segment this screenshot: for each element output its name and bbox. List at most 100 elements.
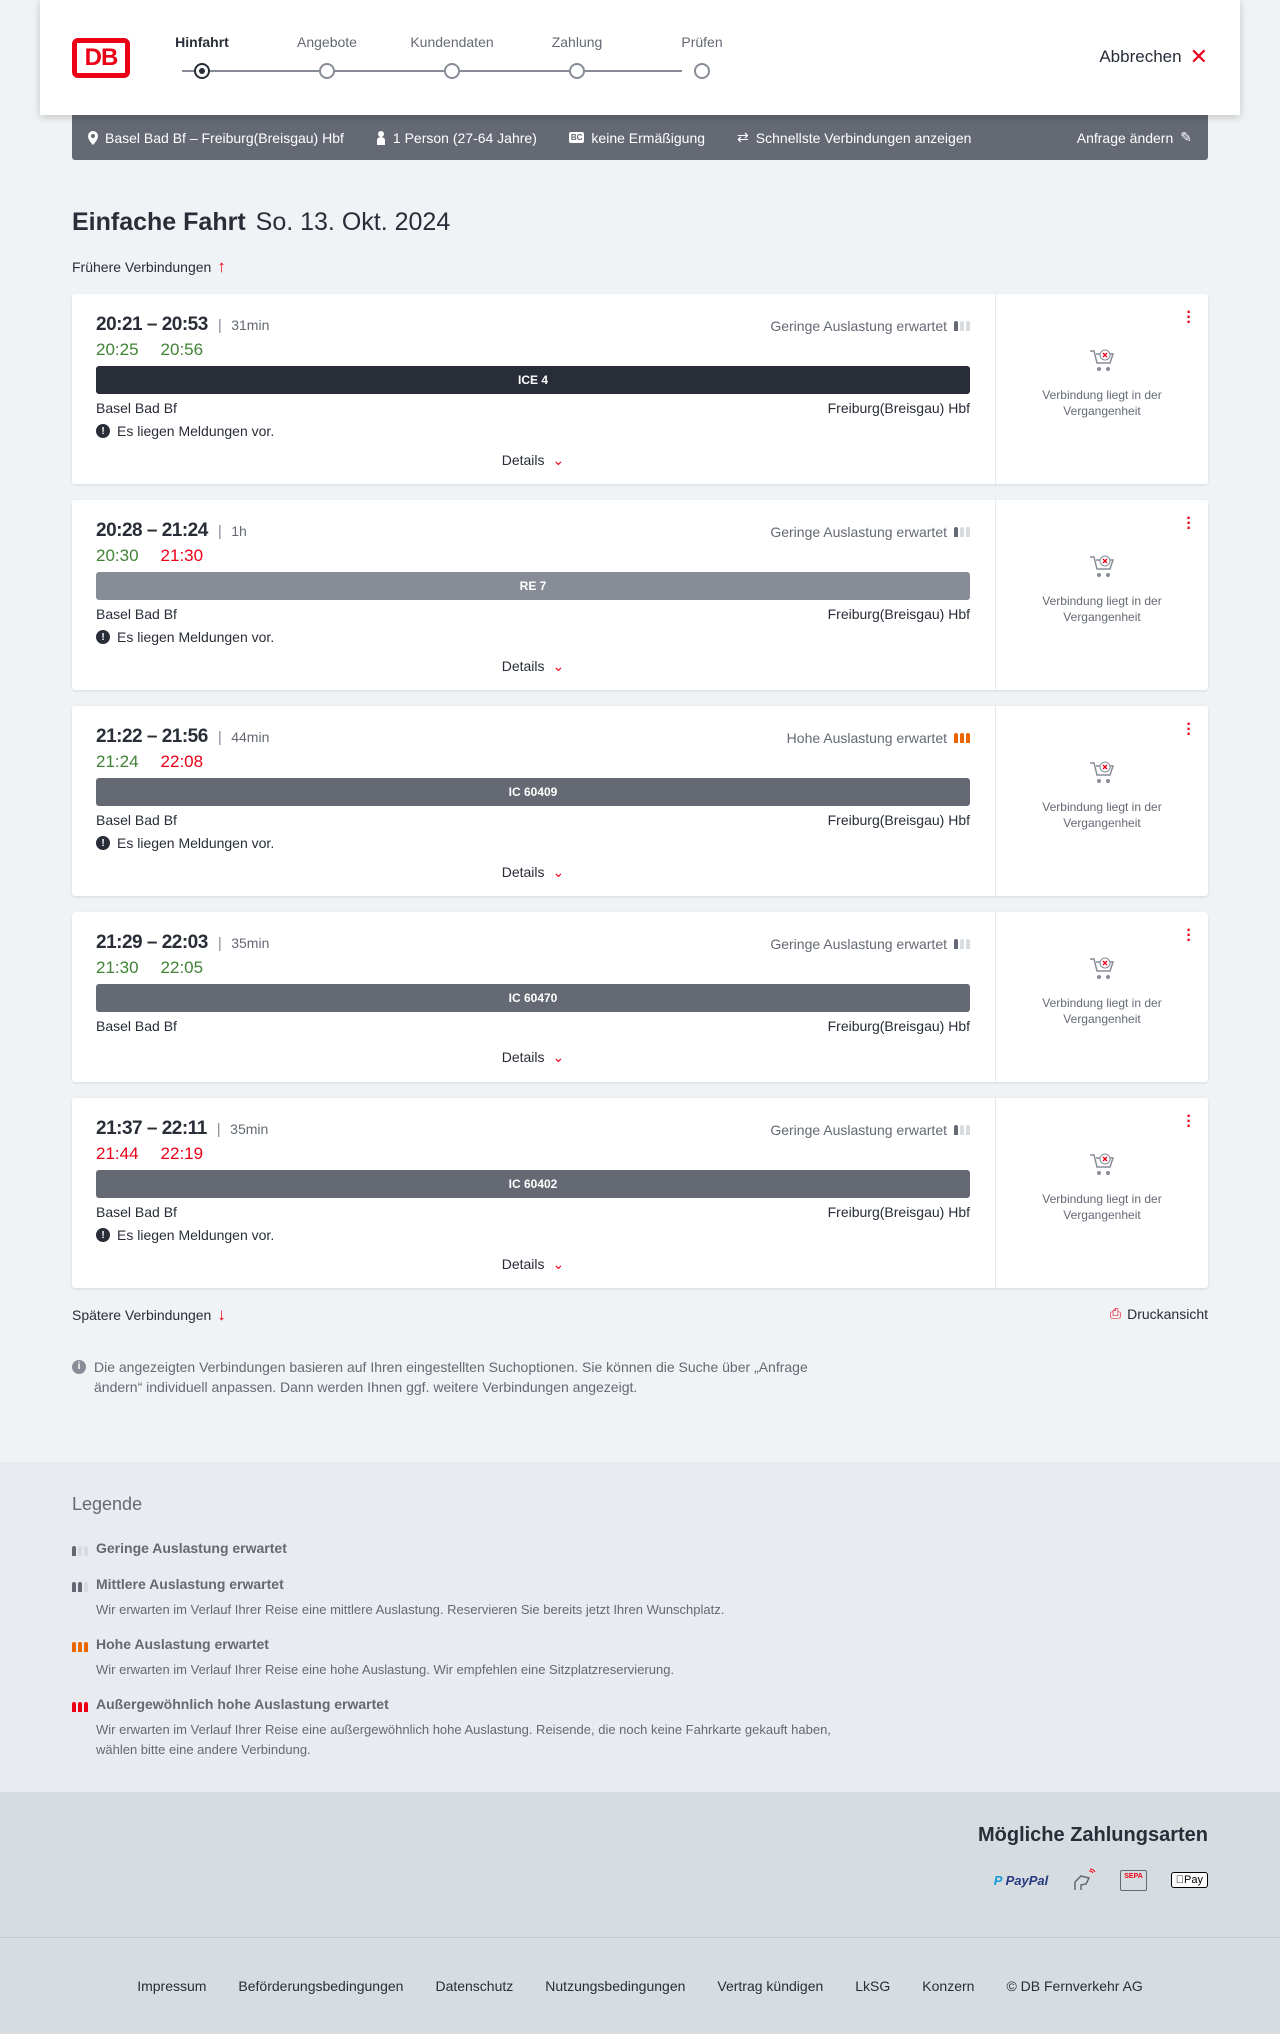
sepa-icon: SEPA — [1120, 1869, 1147, 1891]
step-angebote: Angebote — [297, 34, 357, 50]
occupancy-bar — [84, 1702, 88, 1712]
train-bar[interactable]: IC 60402 — [96, 1170, 970, 1198]
details-toggle[interactable]: Details ⌄ — [96, 658, 970, 675]
later-connections-link[interactable]: Spätere Verbindungen ↓ — [72, 1305, 226, 1325]
occupancy-icon — [954, 1125, 970, 1135]
occupancy-label: Geringe Auslastung erwartet — [770, 936, 947, 952]
occupancy-bar — [84, 1642, 88, 1652]
realtime-times: 21:24 22:08 — [96, 752, 203, 772]
occupancy-bar — [84, 1546, 88, 1556]
occupancy-icon — [72, 1642, 88, 1652]
message-text: Es liegen Meldungen vor. — [117, 629, 275, 645]
stepper-line — [182, 70, 682, 72]
destination-station: Freiburg(Breisgau) Hbf — [827, 400, 970, 416]
occupancy-bar — [78, 1702, 82, 1712]
footer-link[interactable]: LkSG — [855, 1978, 891, 1994]
realtime-departure: 20:30 — [96, 546, 139, 565]
connection-card[interactable]: 21:37 – 22:11 | 35min Geringe Auslastung er… — [72, 1098, 1208, 1288]
destination-station: Freiburg(Breisgau) Hbf — [827, 1204, 970, 1220]
train-bar[interactable]: ICE 4 — [96, 366, 970, 394]
step-pruefen: Prüfen — [681, 34, 723, 50]
occupancy-bar — [72, 1642, 76, 1652]
separator: | — [216, 1120, 221, 1138]
footer-link[interactable]: Vertrag kündigen — [717, 1978, 824, 1994]
message-notice: ! Es liegen Meldungen vor. — [96, 629, 274, 645]
legend-item-label: Außergewöhnlich hohe Auslastung erwartet — [96, 1696, 389, 1712]
pencil-icon: ✎ — [1180, 129, 1192, 145]
occupancy-bar — [960, 939, 964, 949]
train-bar[interactable]: RE 7 — [96, 572, 970, 600]
alert-icon: ! — [96, 1228, 110, 1242]
occupancy-bar — [72, 1582, 76, 1592]
print-view-link[interactable]: ⎙ Druckansicht — [1110, 1305, 1208, 1322]
connection-card[interactable]: 21:29 – 22:03 | 35min Geringe Auslastung er… — [72, 912, 1208, 1082]
planned-time-range: 20:28 – 21:24 — [96, 520, 208, 541]
details-toggle[interactable]: Details ⌄ — [96, 452, 970, 469]
chevron-down-icon: ⌄ — [552, 864, 565, 880]
step-dot — [319, 63, 335, 79]
step-dot — [444, 63, 460, 79]
separator: | — [217, 728, 222, 746]
footer-link[interactable]: Nutzungsbedingungen — [545, 1978, 686, 1994]
abort-button[interactable]: Abbrechen ✕ — [1099, 46, 1208, 68]
separator: | — [217, 316, 222, 334]
details-toggle[interactable]: Details ⌄ — [96, 864, 970, 881]
destination-station: Freiburg(Breisgau) Hbf — [827, 812, 970, 828]
past-connection-text: Verbindung liegt in der Vergangenheit — [1042, 1192, 1162, 1222]
payment-title: Mögliche Zahlungsarten — [977, 1824, 1208, 1846]
swap-arrows-icon: ⇄ — [737, 129, 749, 145]
occupancy-info: Geringe Auslastung erwartet — [770, 318, 970, 334]
legend-item: Mittlere Auslastung erwartet Wir erwarten… — [72, 1576, 872, 1620]
realtime-times: 20:30 21:30 — [96, 546, 203, 566]
occupancy-label: Geringe Auslastung erwartet — [770, 524, 947, 540]
details-label: Details — [501, 452, 545, 468]
connection-card[interactable]: 20:28 – 21:24 | 1h Geringe Auslastung erwar… — [72, 500, 1208, 690]
db-logo[interactable]: DB — [72, 38, 130, 78]
legend-occupancy-icon — [72, 1579, 88, 1595]
train-bar[interactable]: IC 60409 — [96, 778, 970, 806]
realtime-departure: 21:44 — [96, 1144, 139, 1163]
traveller-summary: 1 Person (27-64 Jahre) — [376, 130, 537, 146]
occupancy-bar — [966, 733, 970, 743]
earlier-connections-link[interactable]: Frühere Verbindungen ↑ — [72, 257, 226, 277]
realtime-departure: 20:25 — [96, 340, 139, 359]
occupancy-info: Geringe Auslastung erwartet — [770, 936, 970, 952]
occupancy-bar — [960, 321, 964, 331]
realtime-arrival: 21:30 — [160, 546, 204, 565]
details-label: Details — [501, 658, 545, 674]
footer-link[interactable]: Konzern — [922, 1978, 975, 1994]
chevron-down-icon: ⌄ — [552, 658, 565, 674]
alert-icon: ! — [96, 836, 110, 850]
occupancy-bar — [960, 1125, 964, 1135]
occupancy-bar — [966, 321, 970, 331]
footer-link[interactable]: Impressum — [137, 1978, 207, 1994]
payment-section: Mögliche Zahlungsarten P PayPal SEPA Pa… — [0, 1792, 1280, 1937]
info-note: i Die angezeigten Verbindungen basieren a… — [72, 1357, 852, 1397]
occupancy-bar — [72, 1702, 76, 1712]
change-query-button[interactable]: Anfrage ändern ✎ — [1077, 129, 1192, 146]
realtime-arrival: 22:08 — [160, 752, 204, 771]
occupancy-bar — [966, 939, 970, 949]
planned-time-range: 21:22 – 21:56 — [96, 726, 208, 747]
close-icon: ✕ — [1189, 44, 1208, 69]
footer-link: © DB Fernverkehr AG — [1006, 1978, 1143, 1994]
details-toggle[interactable]: Details ⌄ — [96, 1049, 970, 1066]
footer-link[interactable]: Datenschutz — [435, 1978, 514, 1994]
alert-icon: ! — [96, 424, 110, 438]
page-title: Einfache Fahrt So. 13. Okt. 2024 — [72, 208, 450, 237]
connection-card[interactable]: 21:22 – 21:56 | 44min Hohe Auslastung erwar… — [72, 706, 1208, 896]
details-toggle[interactable]: Details ⌄ — [96, 1256, 970, 1273]
occupancy-bar — [72, 1546, 76, 1556]
more-options-icon[interactable]: · · · — [1186, 716, 1192, 743]
past-connection-text: Verbindung liegt in der Vergangenheit — [1042, 996, 1162, 1026]
footer-link[interactable]: Beförderungsbedingungen — [238, 1978, 404, 1994]
abort-label: Abbrechen — [1099, 47, 1182, 66]
train-bar[interactable]: IC 60470 — [96, 984, 970, 1012]
connection-card[interactable]: 20:21 – 20:53 | 31min Geringe Auslastung er… — [72, 294, 1208, 484]
cart-disabled-icon — [1088, 347, 1116, 373]
more-options-icon[interactable]: · · · — [1186, 922, 1192, 949]
more-options-icon[interactable]: · · · — [1186, 1108, 1192, 1135]
step-dot — [569, 63, 585, 79]
more-options-icon[interactable]: · · · — [1186, 510, 1192, 537]
more-options-icon[interactable]: · · · — [1186, 304, 1192, 331]
